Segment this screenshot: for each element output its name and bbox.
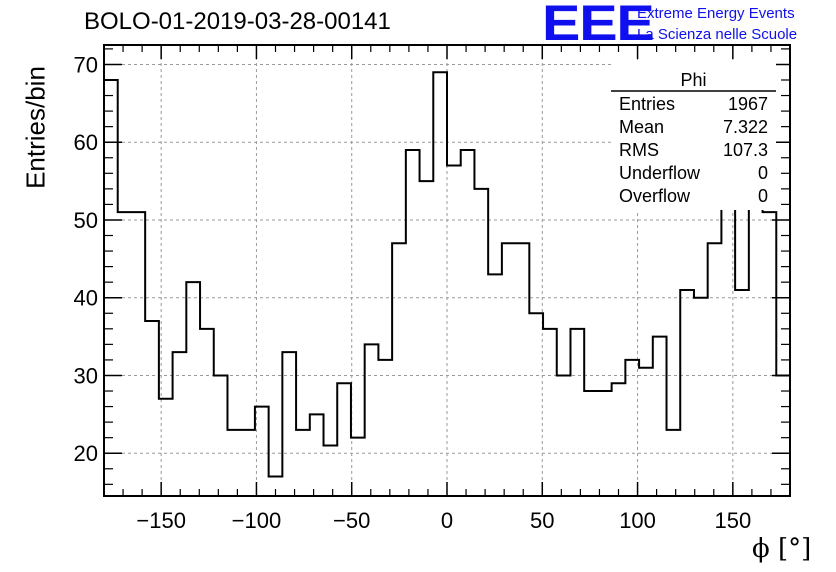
x-tick-label: 0 bbox=[441, 508, 453, 533]
stats-row-label: Overflow bbox=[619, 186, 691, 206]
stats-row-label: Underflow bbox=[619, 163, 701, 183]
y-tick-label: 60 bbox=[74, 130, 98, 155]
stats-box-background bbox=[611, 60, 776, 210]
x-tick-label: 150 bbox=[714, 508, 751, 533]
x-tick-label: 50 bbox=[530, 508, 554, 533]
stats-row-value: 7.322 bbox=[723, 117, 768, 137]
y-axis-ticks: 20 30 40 50 60 70 bbox=[74, 48, 790, 485]
stats-row-label: RMS bbox=[619, 140, 659, 160]
x-tick-label: −100 bbox=[232, 508, 282, 533]
stats-name: Phi bbox=[680, 70, 706, 90]
y-tick-label: 50 bbox=[74, 208, 98, 233]
stats-row-label: Entries bbox=[619, 94, 675, 114]
x-axis-label: ϕ [°] bbox=[752, 534, 812, 564]
logo-line-2: La Scienza nelle Scuole bbox=[637, 26, 798, 43]
histogram-series-line bbox=[103, 71, 791, 496]
y-tick-label: 20 bbox=[74, 441, 98, 466]
y-tick-label: 40 bbox=[74, 286, 98, 311]
stats-row-label: Mean bbox=[619, 117, 664, 137]
y-tick-label: 30 bbox=[74, 363, 98, 388]
x-tick-label: −150 bbox=[136, 508, 186, 533]
x-tick-label: −50 bbox=[333, 508, 370, 533]
stats-row-value: 0 bbox=[758, 186, 768, 206]
plot-frame bbox=[103, 44, 791, 497]
stats-row-value: 107.3 bbox=[723, 140, 768, 160]
y-tick-label: 70 bbox=[74, 52, 98, 77]
logo-line-1: Extreme Energy Events bbox=[637, 5, 795, 22]
stats-row-value: 0 bbox=[758, 163, 768, 183]
eee-logo: EEE bbox=[542, 0, 655, 51]
x-axis-ticks: −150 −100 −50 0 50 100 150 bbox=[103, 45, 791, 533]
chart-title: BOLO-01-2019-03-28-00141 bbox=[84, 8, 391, 35]
x-tick-label: 100 bbox=[619, 508, 656, 533]
stats-row-value: 1967 bbox=[728, 94, 768, 114]
